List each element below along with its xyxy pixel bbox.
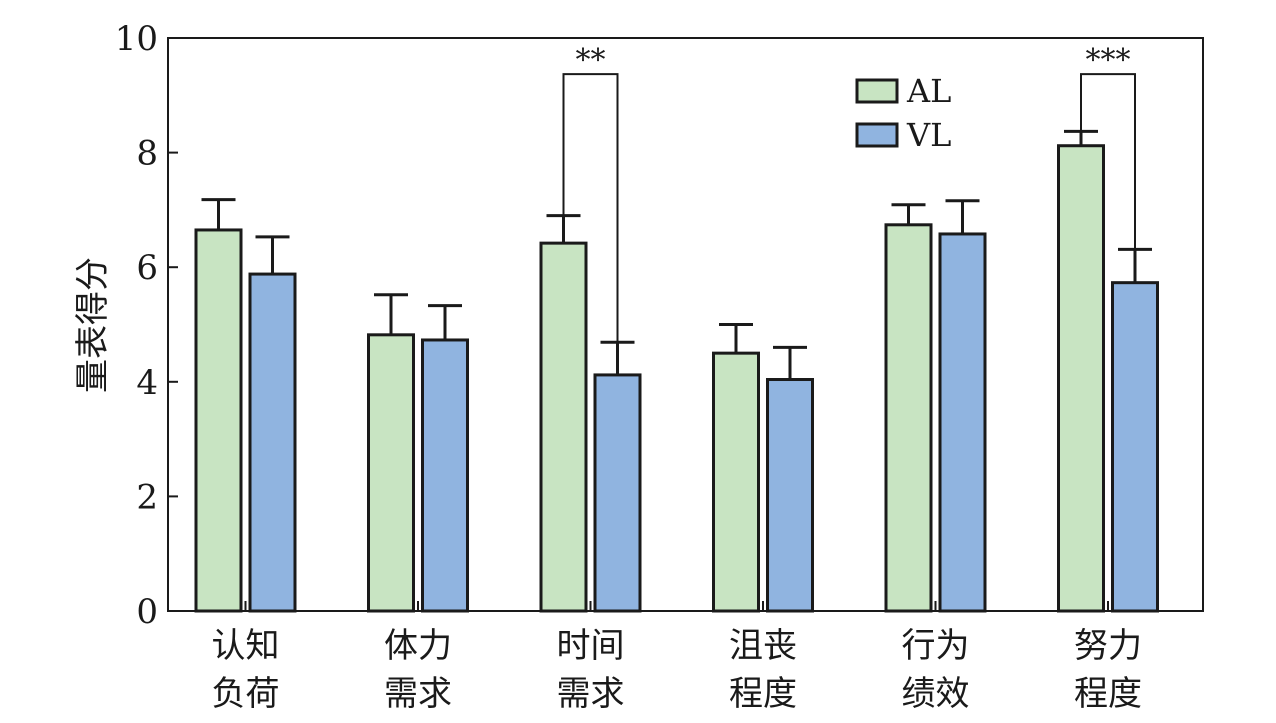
x-tick-label-2-0: 时间 <box>557 626 625 666</box>
legend-label-VL: VL <box>906 116 951 154</box>
bars-layer <box>194 144 1159 613</box>
significance-bracket-1 <box>1080 73 1136 250</box>
y-tick-label-0: 0 <box>136 592 158 632</box>
legend-swatch-AL <box>855 78 899 104</box>
bar-AL-4 <box>884 223 933 613</box>
bar-VL-5 <box>1111 281 1159 613</box>
bar-VL-1 <box>421 338 469 613</box>
significance-label-0: ** <box>576 43 606 78</box>
x-tick-label-1-0: 体力 <box>384 626 452 666</box>
bar-VL-0 <box>248 272 297 613</box>
x-tick-label-2-1: 需求 <box>557 674 625 714</box>
bar-AL-2 <box>539 241 588 613</box>
bar-AL-0 <box>194 228 243 613</box>
y-tick-label-5: 10 <box>115 19 158 59</box>
legend-label-AL: AL <box>906 72 951 110</box>
x-tick-label-1-1: 需求 <box>384 674 452 714</box>
significance-bracket-0 <box>562 73 619 343</box>
plot-frame <box>167 37 1204 612</box>
bar-VL-4 <box>938 232 987 613</box>
x-tick-label-4-1: 绩效 <box>902 674 970 714</box>
y-tick-label-3: 6 <box>136 248 158 288</box>
y-tick-label-2: 4 <box>136 363 158 403</box>
y-tick-label-4: 8 <box>136 134 158 174</box>
legend-swatch-VL <box>855 122 899 148</box>
x-tick-label-4-0: 行为 <box>902 626 970 666</box>
bar-VL-3 <box>766 378 814 613</box>
x-tick-label-0-0: 认知 <box>212 626 280 666</box>
bar-AL-3 <box>712 351 760 613</box>
bar-AL-1 <box>367 333 415 613</box>
bar-VL-2 <box>593 373 642 613</box>
legend: AL VL <box>855 72 951 154</box>
significance-layer: ** *** <box>562 43 1136 343</box>
x-tick-label-3-0: 沮丧 <box>729 626 797 666</box>
error-bars-layer <box>201 129 1152 380</box>
bar-AL-5 <box>1057 144 1105 613</box>
y-axis-title: 量表得分 <box>73 257 113 393</box>
x-tick-label-5-0: 努力 <box>1074 626 1142 666</box>
x-tick-label-0-1: 负荷 <box>212 674 280 714</box>
y-tick-label-1: 2 <box>136 477 158 517</box>
significance-label-1: *** <box>1086 43 1131 78</box>
x-tick-label-3-1: 程度 <box>729 674 797 714</box>
y-axis: 0 2 4 6 8 10 <box>115 19 178 632</box>
x-tick-label-5-1: 程度 <box>1074 674 1142 714</box>
